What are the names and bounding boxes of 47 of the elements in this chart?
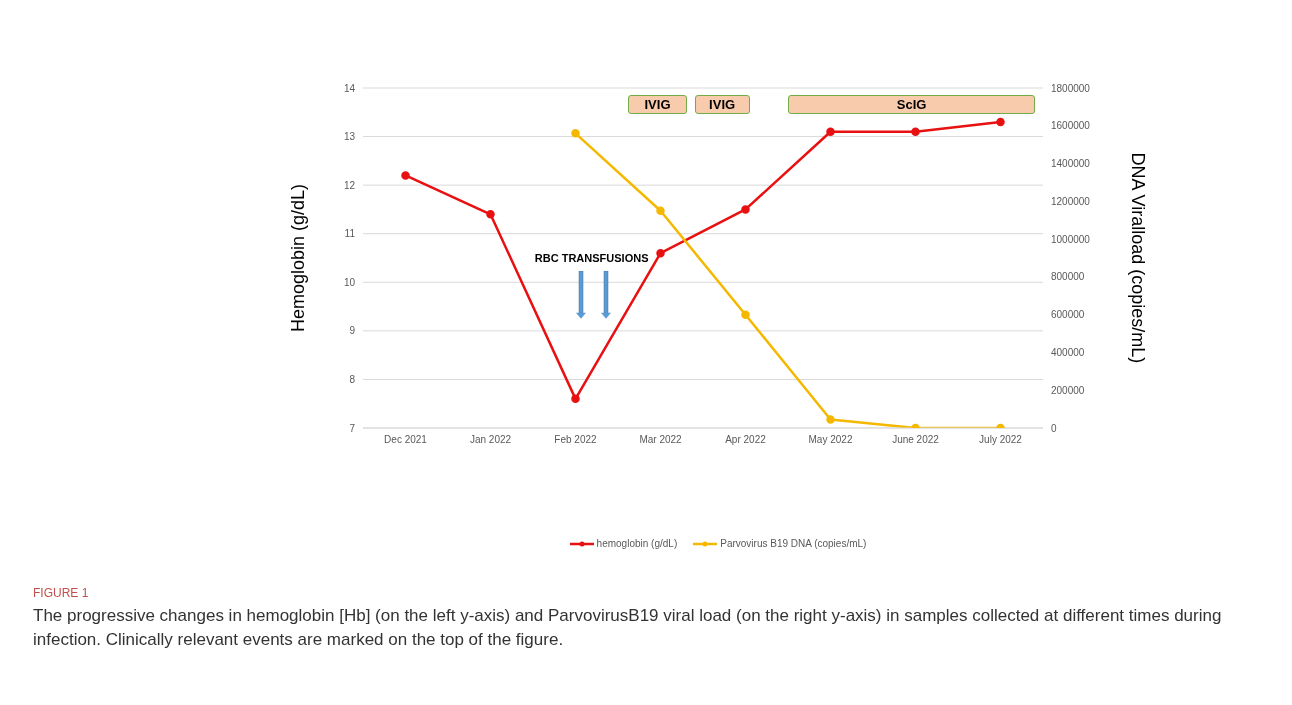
y2-tick-label: 200000 <box>1051 384 1085 396</box>
y2-axis-title: DNA Viralload (copies/mL) <box>1127 152 1148 364</box>
y-tick-label: 9 <box>349 325 356 337</box>
x-tick-label: Dec 2021 <box>384 434 428 446</box>
y-tick-label: 10 <box>343 276 356 288</box>
x-tick-label: May 2022 <box>808 434 853 446</box>
point <box>741 310 750 319</box>
label-box: IVIG <box>628 94 687 115</box>
y-tick-label: 11 <box>344 228 356 240</box>
y2-tick-label: 1200000 <box>1051 195 1091 207</box>
y2-tick-label: 400000 <box>1051 346 1085 358</box>
x-tick-label: Feb 2022 <box>554 434 598 446</box>
y-tick-label: 12 <box>343 179 356 191</box>
x-tick-label: Jan 2022 <box>469 434 512 446</box>
annotation: RBC TRANSFUSIONS <box>533 251 650 264</box>
point <box>656 248 665 258</box>
point <box>401 171 410 180</box>
y2-tick-label: 1000000 <box>1051 233 1091 245</box>
x-tick-label: June 2022 <box>892 434 940 446</box>
point <box>996 117 1005 127</box>
legend-label: hemoglobin (g/dL) <box>595 538 678 549</box>
point <box>826 127 835 136</box>
y2-tick-label: 1800000 <box>1051 82 1091 94</box>
y-tick-label: 8 <box>349 373 356 385</box>
y-tick-label: 7 <box>349 422 356 434</box>
x-tick-label: July 2022 <box>979 434 1023 446</box>
y2-tick-label: 800000 <box>1051 271 1085 283</box>
point <box>741 205 750 214</box>
point <box>486 210 495 219</box>
caption: FIGURE 1 <box>33 586 90 600</box>
y-axis-title: Hemoglobin (g/dL) <box>288 183 309 333</box>
point <box>571 129 580 138</box>
y-tick-label: 13 <box>343 131 356 143</box>
point <box>571 394 580 404</box>
x-tick-label: Mar 2022 <box>639 434 683 446</box>
label-box: IVIG <box>694 94 750 115</box>
label-box: ScIG <box>788 94 1036 115</box>
point <box>656 206 665 216</box>
text: The progressive changes in hemoglobin [Hb] (on the left y-axis) and ParvovirusB19 viral load (on the right y-axis) in samples collected at different times during infection. Clinically relevant events are marked on the top of the figure. <box>33 605 1223 651</box>
x-tick-label: Apr 2022 <box>725 434 767 446</box>
y2-tick-label: 1400000 <box>1051 158 1091 170</box>
y2-tick-label: 1600000 <box>1051 120 1091 132</box>
y2-tick-label: 0 <box>1051 422 1057 434</box>
y-tick-label: 14 <box>343 82 356 94</box>
legend-label: Parvovirus B19 DNA (copies/mL) <box>719 538 867 549</box>
point <box>911 127 920 136</box>
y2-tick-label: 600000 <box>1051 309 1085 321</box>
